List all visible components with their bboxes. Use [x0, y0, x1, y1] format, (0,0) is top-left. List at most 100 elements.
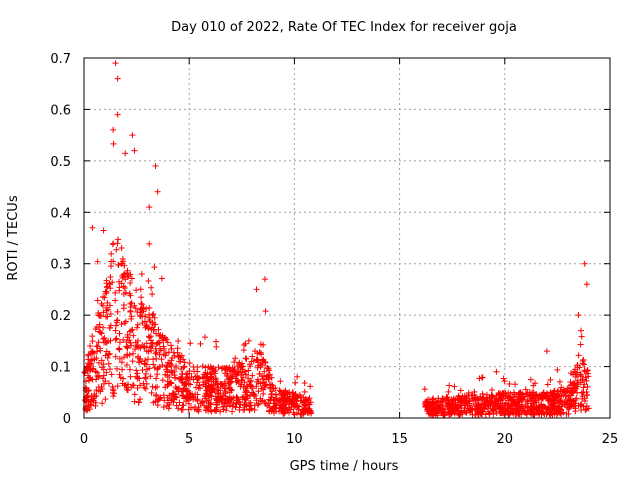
- data-point: [120, 283, 127, 290]
- data-point: [127, 373, 134, 380]
- data-point: [105, 380, 112, 387]
- data-point: [127, 308, 134, 315]
- data-point: [194, 373, 201, 380]
- data-points: [81, 60, 592, 419]
- x-tick-label: 0: [80, 432, 88, 447]
- data-point: [178, 406, 185, 413]
- data-point: [112, 289, 119, 296]
- data-point: [488, 398, 495, 405]
- data-point: [171, 352, 178, 359]
- data-point: [110, 386, 117, 393]
- data-point: [110, 140, 117, 147]
- data-point: [181, 359, 188, 366]
- data-point: [119, 366, 126, 373]
- data-point: [129, 358, 136, 365]
- data-point: [249, 372, 256, 379]
- data-point: [488, 397, 495, 404]
- grid-lines: [83, 57, 611, 419]
- data-point: [574, 362, 581, 369]
- data-point: [577, 372, 584, 379]
- data-point: [267, 397, 274, 404]
- data-point: [95, 310, 102, 317]
- data-point: [253, 383, 260, 390]
- data-point: [165, 349, 172, 356]
- data-point: [567, 384, 574, 391]
- data-point: [226, 384, 233, 391]
- data-point: [161, 397, 168, 404]
- data-point: [570, 380, 577, 387]
- data-point: [179, 402, 186, 409]
- data-point: [561, 400, 568, 407]
- data-point: [214, 390, 221, 397]
- data-point: [208, 393, 215, 400]
- y-tick-label: 0.2: [50, 309, 71, 324]
- data-point: [536, 393, 543, 400]
- data-point: [475, 411, 482, 418]
- data-point: [179, 392, 186, 399]
- data-point: [121, 285, 128, 292]
- data-point: [251, 406, 258, 413]
- data-point: [153, 355, 160, 362]
- data-point: [245, 337, 252, 344]
- data-point: [204, 370, 211, 377]
- data-point: [530, 400, 537, 407]
- data-point: [475, 397, 482, 404]
- data-point: [299, 399, 306, 406]
- data-point: [178, 365, 185, 372]
- data-point: [457, 387, 464, 394]
- data-point: [150, 356, 157, 363]
- data-point: [236, 404, 243, 411]
- data-point: [202, 374, 209, 381]
- data-point: [260, 379, 267, 386]
- data-point: [499, 402, 506, 409]
- data-point: [574, 389, 581, 396]
- data-point: [116, 355, 123, 362]
- data-point: [155, 326, 162, 333]
- data-point: [233, 393, 240, 400]
- data-point: [154, 397, 161, 404]
- data-point: [153, 341, 160, 348]
- data-point: [101, 334, 108, 341]
- data-point: [242, 389, 249, 396]
- data-point: [257, 349, 264, 356]
- data-point: [127, 280, 134, 287]
- data-point: [112, 327, 119, 334]
- data-point: [231, 359, 238, 366]
- data-point: [563, 411, 570, 418]
- data-point: [531, 392, 538, 399]
- data-point: [221, 385, 228, 392]
- data-point: [116, 278, 123, 285]
- data-point: [153, 393, 160, 400]
- data-point: [547, 389, 554, 396]
- x-axis-label: GPS time / hours: [290, 459, 399, 474]
- data-point: [301, 388, 308, 395]
- data-point: [158, 334, 165, 341]
- data-point: [270, 407, 277, 414]
- data-point: [257, 363, 264, 370]
- data-point: [269, 388, 276, 395]
- chart-title: Day 010 of 2022, Rate Of TEC Index for r…: [171, 20, 517, 35]
- data-point: [584, 392, 591, 399]
- data-point: [584, 367, 591, 374]
- data-point: [465, 407, 472, 414]
- data-point: [579, 395, 586, 402]
- data-point: [575, 352, 582, 359]
- data-point: [268, 374, 275, 381]
- data-point: [491, 405, 498, 412]
- data-point: [425, 410, 432, 417]
- data-point: [187, 340, 194, 347]
- data-point: [580, 356, 587, 363]
- data-point: [267, 384, 274, 391]
- data-point: [221, 378, 228, 385]
- data-point: [202, 364, 209, 371]
- data-point: [133, 373, 140, 380]
- data-point: [573, 385, 580, 392]
- data-point: [93, 393, 100, 400]
- data-point: [110, 393, 117, 400]
- data-point: [133, 287, 140, 294]
- data-point: [114, 308, 121, 315]
- data-point: [294, 373, 301, 380]
- data-point: [122, 382, 129, 389]
- data-point: [119, 380, 126, 387]
- data-point: [254, 364, 261, 371]
